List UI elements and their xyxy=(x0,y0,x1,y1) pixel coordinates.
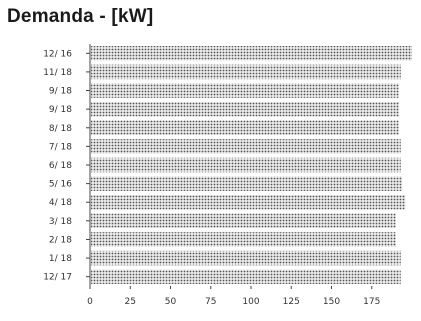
y-axis: 12/ 16 11/ 18 9/ 18 9/ 18 8/ 18 7/ 18 6/ 18 5/ … xyxy=(43,44,91,286)
bar xyxy=(91,250,401,266)
y-tick-label: 9/ 18 xyxy=(49,87,72,97)
bar xyxy=(91,213,396,229)
bar xyxy=(91,120,400,136)
bar xyxy=(91,194,406,210)
x-axis: 0 25 50 75 100 125 150 175 xyxy=(87,286,380,307)
x-tick-label: 50 xyxy=(165,297,177,307)
chart-title: Demanda - [kW] xyxy=(7,6,154,27)
bar xyxy=(91,83,400,98)
y-tick-label: 11/ 18 xyxy=(43,68,72,78)
x-tick-label: 25 xyxy=(125,297,136,307)
x-tick-label: 125 xyxy=(283,297,300,307)
x-tick-label: 150 xyxy=(323,297,340,307)
y-tick-label: 7/ 18 xyxy=(49,142,72,152)
y-tick-label: 2/ 18 xyxy=(49,235,72,245)
bar xyxy=(91,269,401,284)
bar xyxy=(91,101,400,117)
y-tick-label: 5/ 16 xyxy=(49,180,72,190)
x-tick-label: 100 xyxy=(242,297,259,307)
bar xyxy=(91,157,401,173)
y-tick-label: 4/ 18 xyxy=(49,198,72,208)
bar xyxy=(91,46,412,61)
bar xyxy=(91,64,401,80)
y-tick-label: 3/ 18 xyxy=(49,217,72,227)
y-tick-label: 9/ 18 xyxy=(49,105,72,115)
y-tick-label: 1/ 18 xyxy=(49,254,72,264)
bar xyxy=(91,232,396,247)
bar xyxy=(91,139,401,154)
y-tick-label: 12/ 17 xyxy=(43,273,72,283)
x-tick-label: 175 xyxy=(363,297,380,307)
y-tick-label: 8/ 18 xyxy=(49,124,72,134)
bar xyxy=(91,176,403,191)
bars-group xyxy=(91,46,412,284)
x-tick-label: 0 xyxy=(87,297,93,307)
y-tick-label: 12/ 16 xyxy=(43,49,72,59)
x-tick-label: 75 xyxy=(205,297,216,307)
y-tick-label: 6/ 18 xyxy=(49,161,72,171)
